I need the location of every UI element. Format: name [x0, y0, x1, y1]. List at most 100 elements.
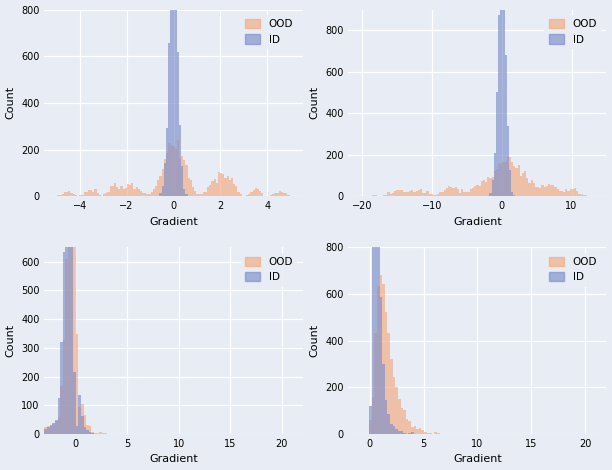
- Bar: [542, 185, 543, 196]
- Bar: [509, 170, 511, 196]
- Bar: [205, 192, 207, 196]
- Bar: [194, 191, 196, 196]
- Bar: [408, 432, 411, 434]
- Bar: [403, 192, 405, 196]
- Bar: [78, 407, 81, 434]
- Bar: [86, 192, 88, 196]
- Bar: [472, 188, 474, 196]
- Bar: [162, 169, 164, 196]
- Bar: [457, 188, 459, 196]
- Bar: [414, 426, 416, 434]
- Bar: [450, 187, 452, 196]
- Bar: [383, 195, 385, 196]
- Bar: [390, 194, 392, 196]
- Bar: [127, 184, 129, 196]
- X-axis label: Gradient: Gradient: [149, 454, 198, 464]
- Bar: [121, 186, 122, 196]
- Bar: [226, 176, 229, 196]
- Bar: [522, 172, 524, 196]
- Bar: [58, 195, 59, 196]
- Bar: [513, 195, 515, 196]
- Bar: [62, 194, 64, 196]
- Bar: [84, 415, 86, 434]
- Bar: [81, 404, 84, 434]
- Y-axis label: Count: Count: [6, 86, 15, 119]
- Bar: [500, 0, 502, 196]
- Bar: [411, 427, 414, 434]
- Bar: [55, 420, 58, 434]
- Bar: [81, 195, 83, 196]
- Bar: [511, 162, 513, 196]
- Bar: [403, 432, 406, 434]
- Bar: [94, 433, 97, 434]
- Bar: [270, 195, 272, 196]
- Bar: [60, 386, 62, 434]
- Bar: [390, 359, 393, 434]
- Bar: [164, 159, 166, 196]
- Legend: OOD, ID: OOD, ID: [241, 15, 297, 49]
- Bar: [188, 178, 190, 196]
- Bar: [554, 188, 556, 196]
- Bar: [118, 188, 121, 196]
- Bar: [416, 429, 419, 434]
- Bar: [398, 399, 400, 434]
- Bar: [177, 53, 179, 196]
- Bar: [66, 192, 69, 196]
- Bar: [216, 183, 218, 196]
- Bar: [390, 423, 393, 434]
- Bar: [379, 297, 382, 434]
- Bar: [159, 176, 162, 196]
- Bar: [58, 417, 60, 434]
- Bar: [511, 192, 513, 196]
- Bar: [60, 342, 62, 434]
- Bar: [68, 180, 70, 434]
- Bar: [116, 187, 118, 196]
- Bar: [414, 192, 416, 196]
- Bar: [140, 191, 142, 196]
- Bar: [420, 189, 422, 196]
- Bar: [552, 185, 554, 196]
- Bar: [125, 188, 127, 196]
- Bar: [70, 204, 73, 434]
- Bar: [491, 180, 494, 196]
- Bar: [73, 372, 76, 434]
- Bar: [179, 125, 181, 196]
- Bar: [428, 194, 431, 196]
- Bar: [45, 427, 47, 434]
- Bar: [385, 312, 387, 434]
- Bar: [179, 158, 181, 196]
- Bar: [504, 162, 507, 196]
- X-axis label: Gradient: Gradient: [453, 217, 502, 227]
- Bar: [396, 190, 398, 196]
- Bar: [437, 433, 439, 434]
- Bar: [70, 193, 73, 196]
- Bar: [435, 432, 437, 434]
- Bar: [166, 153, 168, 196]
- Bar: [498, 163, 500, 196]
- Bar: [567, 191, 570, 196]
- Bar: [81, 415, 84, 434]
- Bar: [502, 0, 504, 196]
- Bar: [122, 189, 125, 196]
- Bar: [398, 190, 400, 196]
- Bar: [274, 193, 277, 196]
- Bar: [490, 193, 491, 196]
- Bar: [400, 408, 403, 434]
- Bar: [84, 427, 86, 434]
- Bar: [105, 193, 107, 196]
- Bar: [502, 162, 504, 196]
- Bar: [183, 160, 185, 196]
- Bar: [387, 414, 390, 434]
- Bar: [498, 15, 500, 196]
- Bar: [97, 433, 99, 434]
- Bar: [203, 192, 205, 196]
- Bar: [144, 194, 146, 196]
- Bar: [91, 433, 94, 434]
- Bar: [283, 193, 285, 196]
- Bar: [103, 195, 105, 196]
- Bar: [86, 430, 89, 434]
- Bar: [235, 187, 237, 196]
- Bar: [455, 187, 457, 196]
- Bar: [372, 195, 375, 196]
- Bar: [64, 192, 66, 196]
